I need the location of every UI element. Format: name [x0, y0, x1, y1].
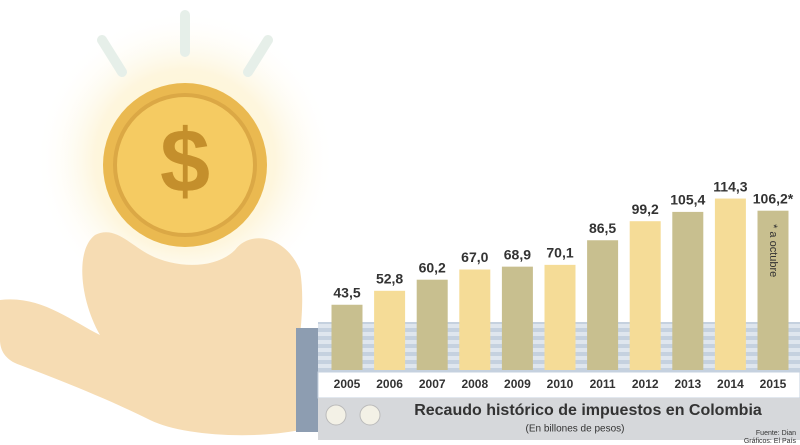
value-label: 60,2: [419, 259, 446, 275]
bar: [672, 211, 704, 370]
title-panel: [318, 398, 800, 440]
value-label: 52,8: [376, 271, 403, 287]
rays: [97, 10, 273, 77]
credit: Gráficos: El País: [744, 438, 797, 445]
chart-subtitle: (En billones de pesos): [526, 424, 625, 435]
x-tick-label: 2013: [674, 377, 701, 391]
x-tick-label: 2014: [717, 377, 744, 391]
x-tick-label: 2015: [760, 377, 787, 391]
bar: [501, 266, 533, 370]
value-label: 86,5: [589, 220, 616, 236]
year-strip: [317, 371, 800, 399]
coin-symbol: $: [160, 112, 210, 212]
bar: [331, 304, 363, 370]
value-label: 70,1: [546, 245, 573, 261]
x-tick-label: 2012: [632, 377, 659, 391]
x-tick-label: 2005: [334, 377, 361, 391]
value-label: 43,5: [333, 284, 360, 300]
value-label: 114,3: [713, 178, 747, 194]
x-tick-label: 2011: [590, 377, 616, 391]
chart-title: Recaudo histórico de impuestos en Colomb…: [414, 402, 762, 419]
bar: [374, 290, 406, 370]
value-label: 67,0: [461, 249, 488, 265]
buttons: [325, 404, 381, 426]
bar: [629, 221, 661, 370]
bar: [459, 269, 491, 370]
bar: [587, 240, 619, 370]
x-tick-label: 2008: [461, 377, 488, 391]
x-tick-label: 2009: [504, 377, 531, 391]
illustration: $: [0, 10, 335, 436]
bar: [544, 264, 576, 370]
coin-face: [113, 93, 257, 237]
hand: [0, 232, 303, 436]
value-label: 99,2: [632, 201, 659, 217]
sleeve: [296, 328, 318, 432]
value-label: 105,4: [670, 192, 705, 208]
bar: [416, 279, 448, 370]
x-tick-label: 2007: [419, 377, 446, 391]
annotation: * a octubre: [767, 224, 779, 277]
x-tick-label: 2010: [547, 377, 574, 391]
value-label: 106,2*: [753, 190, 794, 206]
source: Fuente: Dian: [756, 430, 796, 437]
x-tick-label: 2006: [376, 377, 403, 391]
bar: [757, 210, 789, 370]
bar: [714, 198, 746, 370]
value-label: 68,9: [504, 246, 531, 262]
